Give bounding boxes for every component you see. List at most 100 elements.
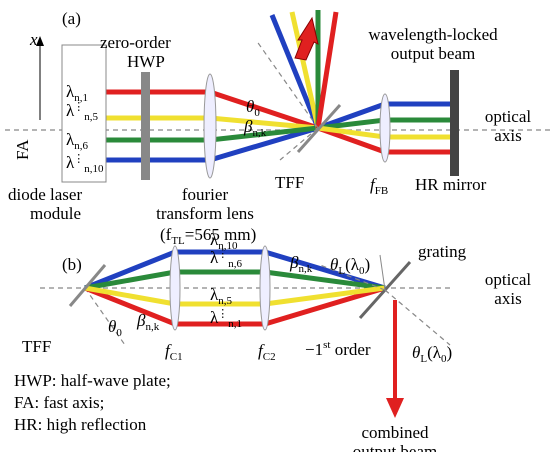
panel-b: (b) λn,10 λ⋮n,6 λn,5 λ⋮n,1 βn,k βn,k θ0 …: [22, 230, 531, 452]
text-part: L: [338, 265, 345, 277]
text-part: ⋮: [217, 308, 228, 320]
text-part: optical: [485, 107, 532, 126]
theta: θ0: [246, 97, 260, 119]
text-part: optical: [485, 270, 532, 289]
text-part: module: [30, 204, 81, 223]
tff: [296, 104, 342, 153]
text-part: output beam: [353, 442, 438, 452]
output-arrow: [294, 16, 319, 61]
legend-item: FA: fast axis;: [14, 393, 104, 412]
text-part: λ: [66, 82, 75, 101]
lens-label: fourier transform lens: [156, 185, 254, 223]
wavelength: λ⋮n,1: [210, 308, 242, 330]
text-part: 0: [441, 353, 447, 365]
text-part: n,k: [145, 321, 159, 333]
beam: [84, 285, 386, 327]
theta-l: θL(λ0): [330, 255, 370, 277]
theta: θ0: [108, 317, 122, 339]
text-part: f: [258, 341, 265, 360]
beta: βn,k: [136, 311, 160, 333]
text-part: λ: [66, 153, 75, 172]
text-part: (λ: [345, 255, 360, 274]
focal-label: (fTL=565 mm): [160, 225, 256, 247]
optical-axis-label: optical axis: [485, 107, 532, 145]
text-part: C1: [170, 351, 183, 363]
axis-x: x: [29, 30, 38, 49]
panel-label: (a): [62, 9, 81, 28]
beam: [84, 249, 386, 291]
text-part: ⋮: [217, 248, 228, 260]
text-part: n,6: [74, 140, 88, 152]
text-part: output beam: [391, 44, 476, 63]
text-part: ): [447, 343, 453, 362]
text-part: −1: [305, 340, 323, 359]
text-part: zero-order: [100, 33, 171, 52]
text-part: n,10: [218, 240, 238, 252]
hwp-label: zero-order HWP: [100, 33, 171, 71]
text-part: (f: [160, 225, 172, 244]
beta: βn,k: [243, 117, 267, 139]
beam: [269, 14, 321, 129]
ffb: fFB: [370, 175, 388, 197]
beam: [84, 269, 386, 291]
fc2: fC2: [258, 341, 276, 363]
tff-label: TFF: [275, 173, 304, 192]
text-part: L: [420, 353, 427, 365]
panel-label: (b): [62, 255, 82, 274]
text-part: λ: [210, 230, 219, 249]
axis-fa: FA: [13, 139, 32, 160]
beam: [289, 11, 321, 129]
normal-line: [319, 264, 386, 291]
text-part: 0: [116, 327, 122, 339]
text-part: λ: [66, 101, 75, 120]
panel-a: (a) x FA λn,1 λ⋮n,5 λn,6 λ⋮n,10 zero-ord…: [5, 9, 550, 247]
output-arrow: [386, 398, 404, 418]
text-part: n,5: [218, 295, 232, 307]
text-part: C2: [263, 351, 276, 363]
angle-line: [379, 254, 386, 291]
beta: βn,k: [289, 253, 313, 275]
arrowhead: [36, 36, 44, 46]
diode-box: [61, 44, 107, 183]
output-label: combined output beam: [353, 423, 438, 452]
wavelength: λn,1: [66, 82, 88, 104]
text-part: n,k: [298, 263, 312, 275]
text-part: λ: [210, 285, 219, 304]
text-part: HWP: [127, 52, 165, 71]
lens: [203, 73, 217, 179]
text-part: order: [330, 340, 370, 359]
lens: [169, 245, 181, 331]
wavelength: λn,10: [210, 230, 238, 252]
hr-label: HR mirror: [415, 175, 487, 194]
text-part: fourier: [182, 185, 229, 204]
wavelength: λ⋮n,10: [66, 153, 104, 175]
text-part: λ: [66, 130, 75, 149]
output-label: wavelength-locked output beam: [368, 25, 498, 63]
text-part: axis: [494, 126, 521, 145]
grating-label: grating: [418, 242, 467, 261]
text-part: θ: [246, 97, 254, 116]
text-part: f: [165, 341, 172, 360]
text-part: diode laser: [8, 185, 82, 204]
text-part: combined: [361, 423, 429, 442]
text-part: transform lens: [156, 204, 254, 223]
text-part: n,6: [228, 258, 242, 270]
text-part: (λ: [427, 343, 442, 362]
theta-l: θL(λ0): [412, 343, 452, 365]
text-part: θ: [108, 317, 116, 336]
text-part: axis: [494, 289, 521, 308]
order-label: −1st order: [305, 339, 371, 359]
hwp: [141, 72, 150, 180]
legend-item: HR: high reflection: [14, 415, 147, 434]
wavelength: λ⋮n,6: [210, 248, 243, 270]
legend: HWP: half-wave plate; FA: fast axis; HR:…: [14, 371, 171, 434]
text-part: =565 mm): [185, 225, 256, 244]
text-part: ⋮: [73, 153, 84, 165]
text-part: n,1: [74, 92, 88, 104]
text-part: n,10: [84, 163, 104, 175]
text-part: β: [136, 311, 146, 330]
text-part: f: [370, 175, 377, 194]
text-part: FB: [375, 185, 388, 197]
text-part: ⋮: [73, 101, 84, 113]
lens: [259, 245, 271, 331]
